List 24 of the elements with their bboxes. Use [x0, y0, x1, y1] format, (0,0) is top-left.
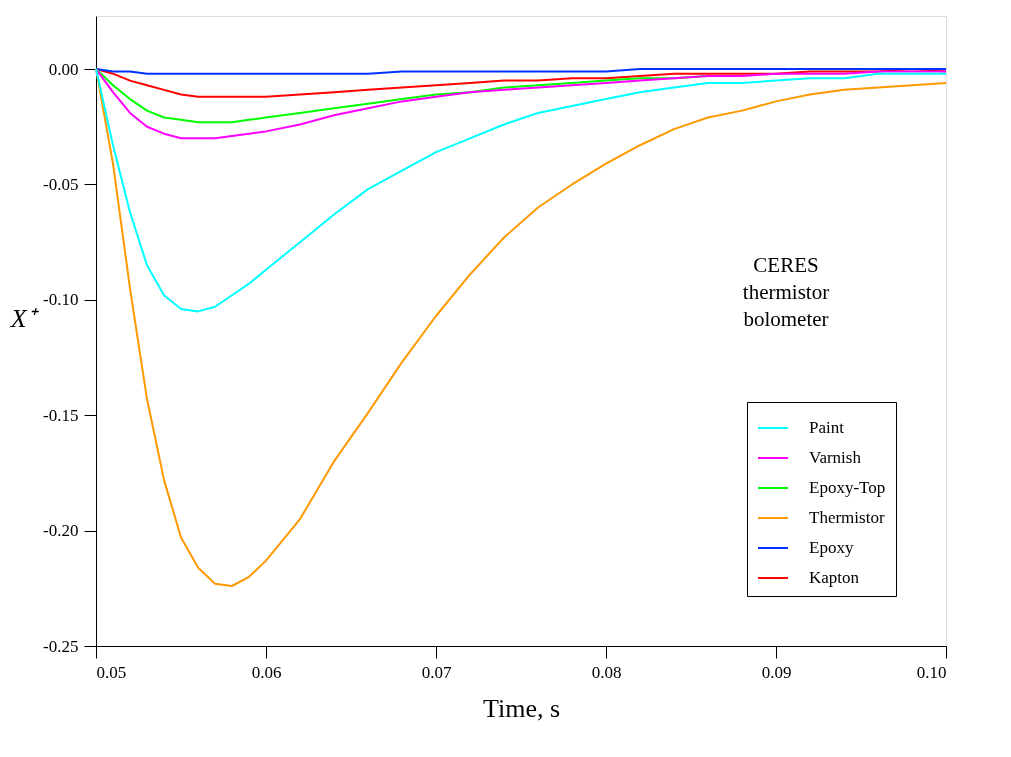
x-tick-label: 0.05: [96, 662, 127, 682]
y-tick-label: -0.20: [43, 521, 79, 541]
y-tick-label: 0.00: [48, 59, 79, 79]
legend-label: Paint: [809, 418, 845, 437]
line-series: [95, 68, 947, 140]
x-tick-label: 0.07: [421, 662, 452, 682]
annotation: CERES thermistor bolometer: [742, 253, 830, 331]
x-tick-label: 0.06: [251, 662, 282, 682]
x-tick-label: 0.09: [761, 662, 792, 682]
y-tick-label: -0.10: [43, 290, 79, 310]
y-axis-title: X⁺: [9, 303, 39, 333]
legend-label: Epoxy-Top: [809, 478, 886, 497]
y-tick-label: -0.05: [43, 174, 79, 194]
x-tick-label: 0.08: [591, 662, 622, 682]
legend-label: Varnish: [809, 448, 862, 467]
line-series: [95, 68, 947, 313]
legend-label: Kapton: [809, 568, 860, 587]
legend-label: Thermistor: [809, 508, 885, 527]
line-series: [95, 68, 947, 587]
x-axis-title: Time, s: [482, 693, 561, 723]
x-tick-label: 0.10: [916, 662, 947, 682]
y-tick-label: -0.25: [43, 636, 79, 656]
y-tick-label: -0.15: [43, 405, 79, 425]
legend-label: Epoxy: [809, 538, 854, 557]
